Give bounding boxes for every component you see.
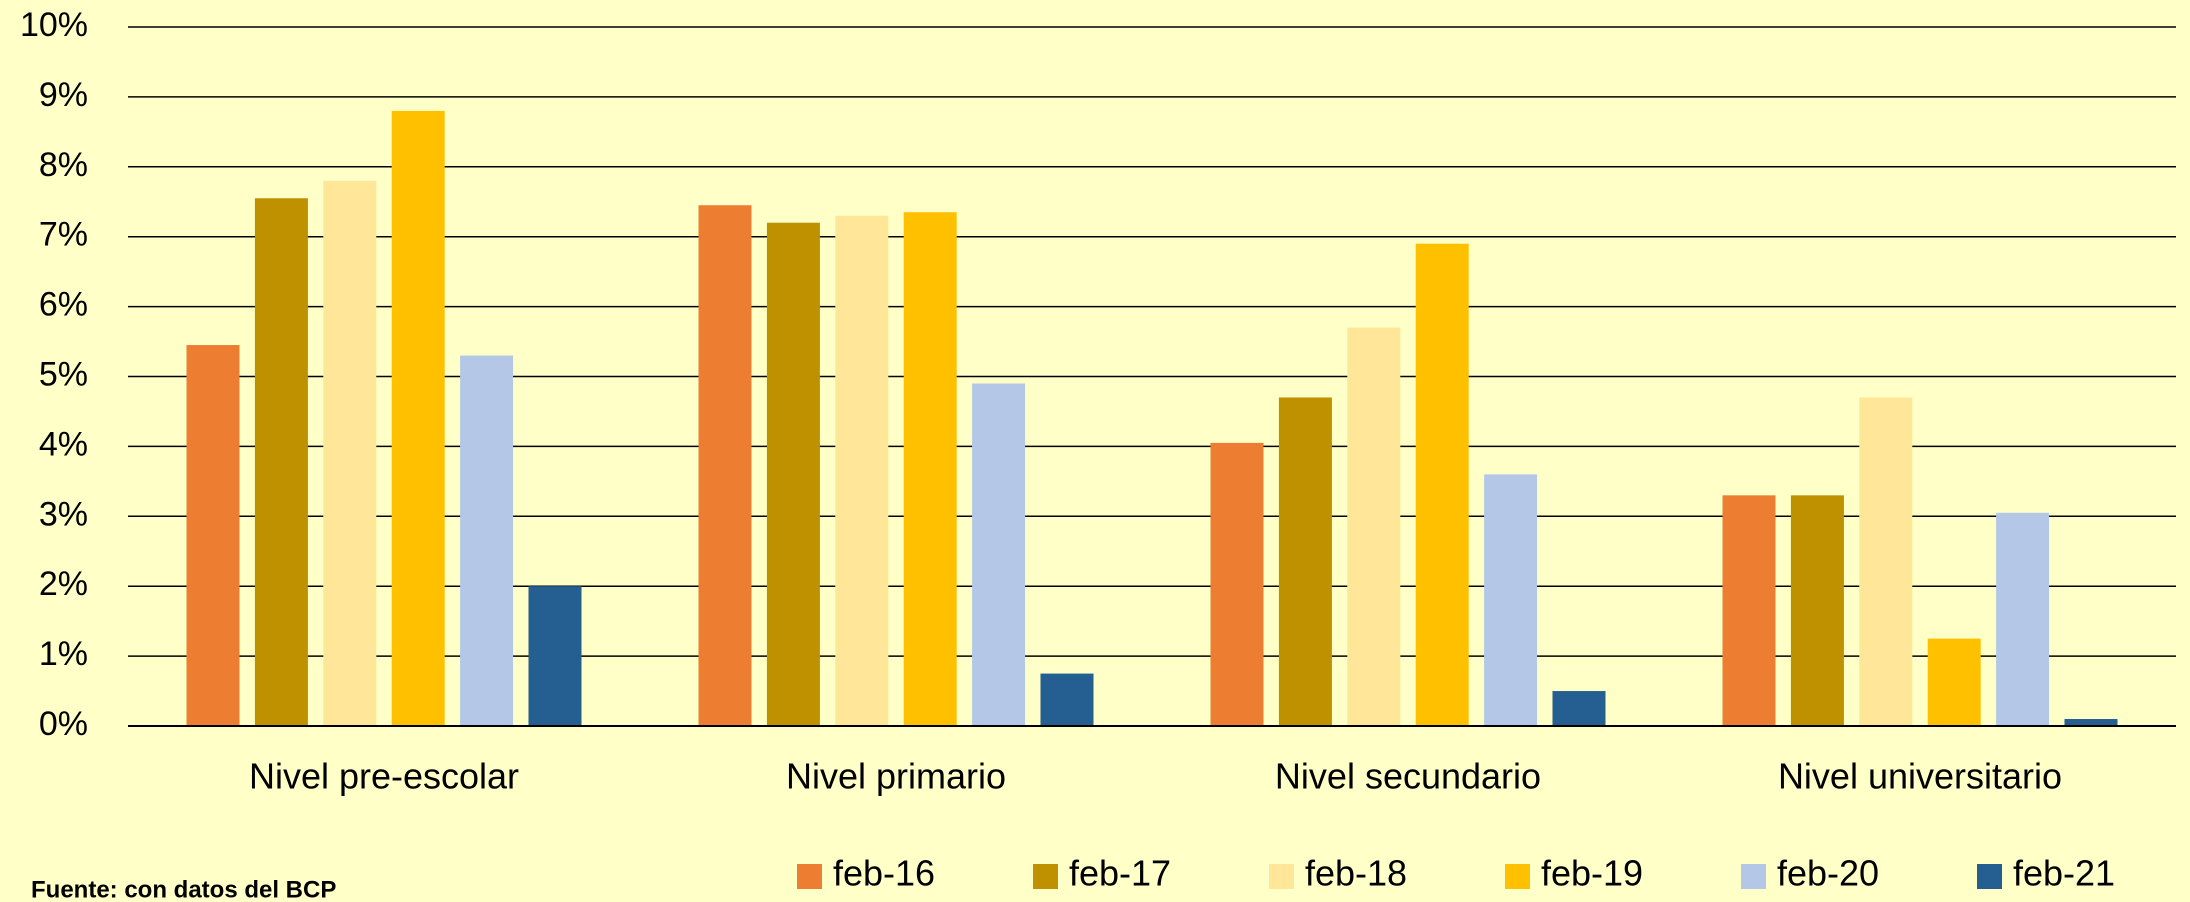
bar xyxy=(766,222,820,726)
bar xyxy=(698,205,752,726)
bar xyxy=(1210,442,1264,726)
y-tick-label: 5% xyxy=(39,355,88,393)
y-tick-label: 2% xyxy=(39,565,88,603)
bar xyxy=(1347,327,1401,726)
bar xyxy=(391,110,445,726)
bar xyxy=(1722,495,1776,726)
y-tick-label: 1% xyxy=(39,635,88,673)
bar xyxy=(460,355,514,726)
bar xyxy=(186,345,240,726)
bar xyxy=(903,212,957,727)
legend-swatch xyxy=(1741,864,1766,889)
bar xyxy=(323,180,377,726)
bar xyxy=(1040,673,1094,726)
legend-swatch xyxy=(1977,864,2002,889)
bar xyxy=(2064,719,2118,726)
bar xyxy=(1415,243,1469,726)
y-tick-label: 9% xyxy=(39,76,88,114)
bar xyxy=(1278,397,1332,726)
legend-swatch xyxy=(1269,864,1294,889)
bar xyxy=(1484,474,1538,726)
bar xyxy=(1927,638,1981,726)
x-tick-label: Nivel universitario xyxy=(1778,756,2062,797)
bar xyxy=(1552,691,1606,726)
legend-label: feb-20 xyxy=(1777,853,1879,894)
legend-swatch xyxy=(797,864,822,889)
bar xyxy=(1859,397,1913,726)
legend-label: feb-19 xyxy=(1541,853,1643,894)
y-tick-label: 4% xyxy=(39,425,88,463)
source-note: Fuente: con datos del BCP xyxy=(31,876,336,902)
legend-label: feb-18 xyxy=(1305,853,1407,894)
bar xyxy=(1790,495,1844,726)
y-tick-label: 7% xyxy=(39,216,88,254)
y-tick-label: 10% xyxy=(20,6,88,44)
legend-label: feb-16 xyxy=(833,853,935,894)
bar xyxy=(972,383,1026,726)
x-tick-label: Nivel secundario xyxy=(1275,756,1541,797)
legend-label: feb-17 xyxy=(1069,853,1171,894)
y-tick-label: 6% xyxy=(39,286,88,324)
y-tick-label: 0% xyxy=(39,705,88,743)
bar xyxy=(1996,512,2050,726)
y-tick-label: 8% xyxy=(39,146,88,184)
legend-label: feb-21 xyxy=(2013,853,2115,894)
x-tick-label: Nivel primario xyxy=(786,756,1006,797)
y-tick-label: 3% xyxy=(39,495,88,533)
x-tick-label: Nivel pre-escolar xyxy=(249,756,519,797)
bar xyxy=(835,215,889,727)
bar xyxy=(254,198,308,726)
bar xyxy=(528,586,582,726)
legend-swatch xyxy=(1505,864,1530,889)
legend-swatch xyxy=(1033,864,1058,889)
